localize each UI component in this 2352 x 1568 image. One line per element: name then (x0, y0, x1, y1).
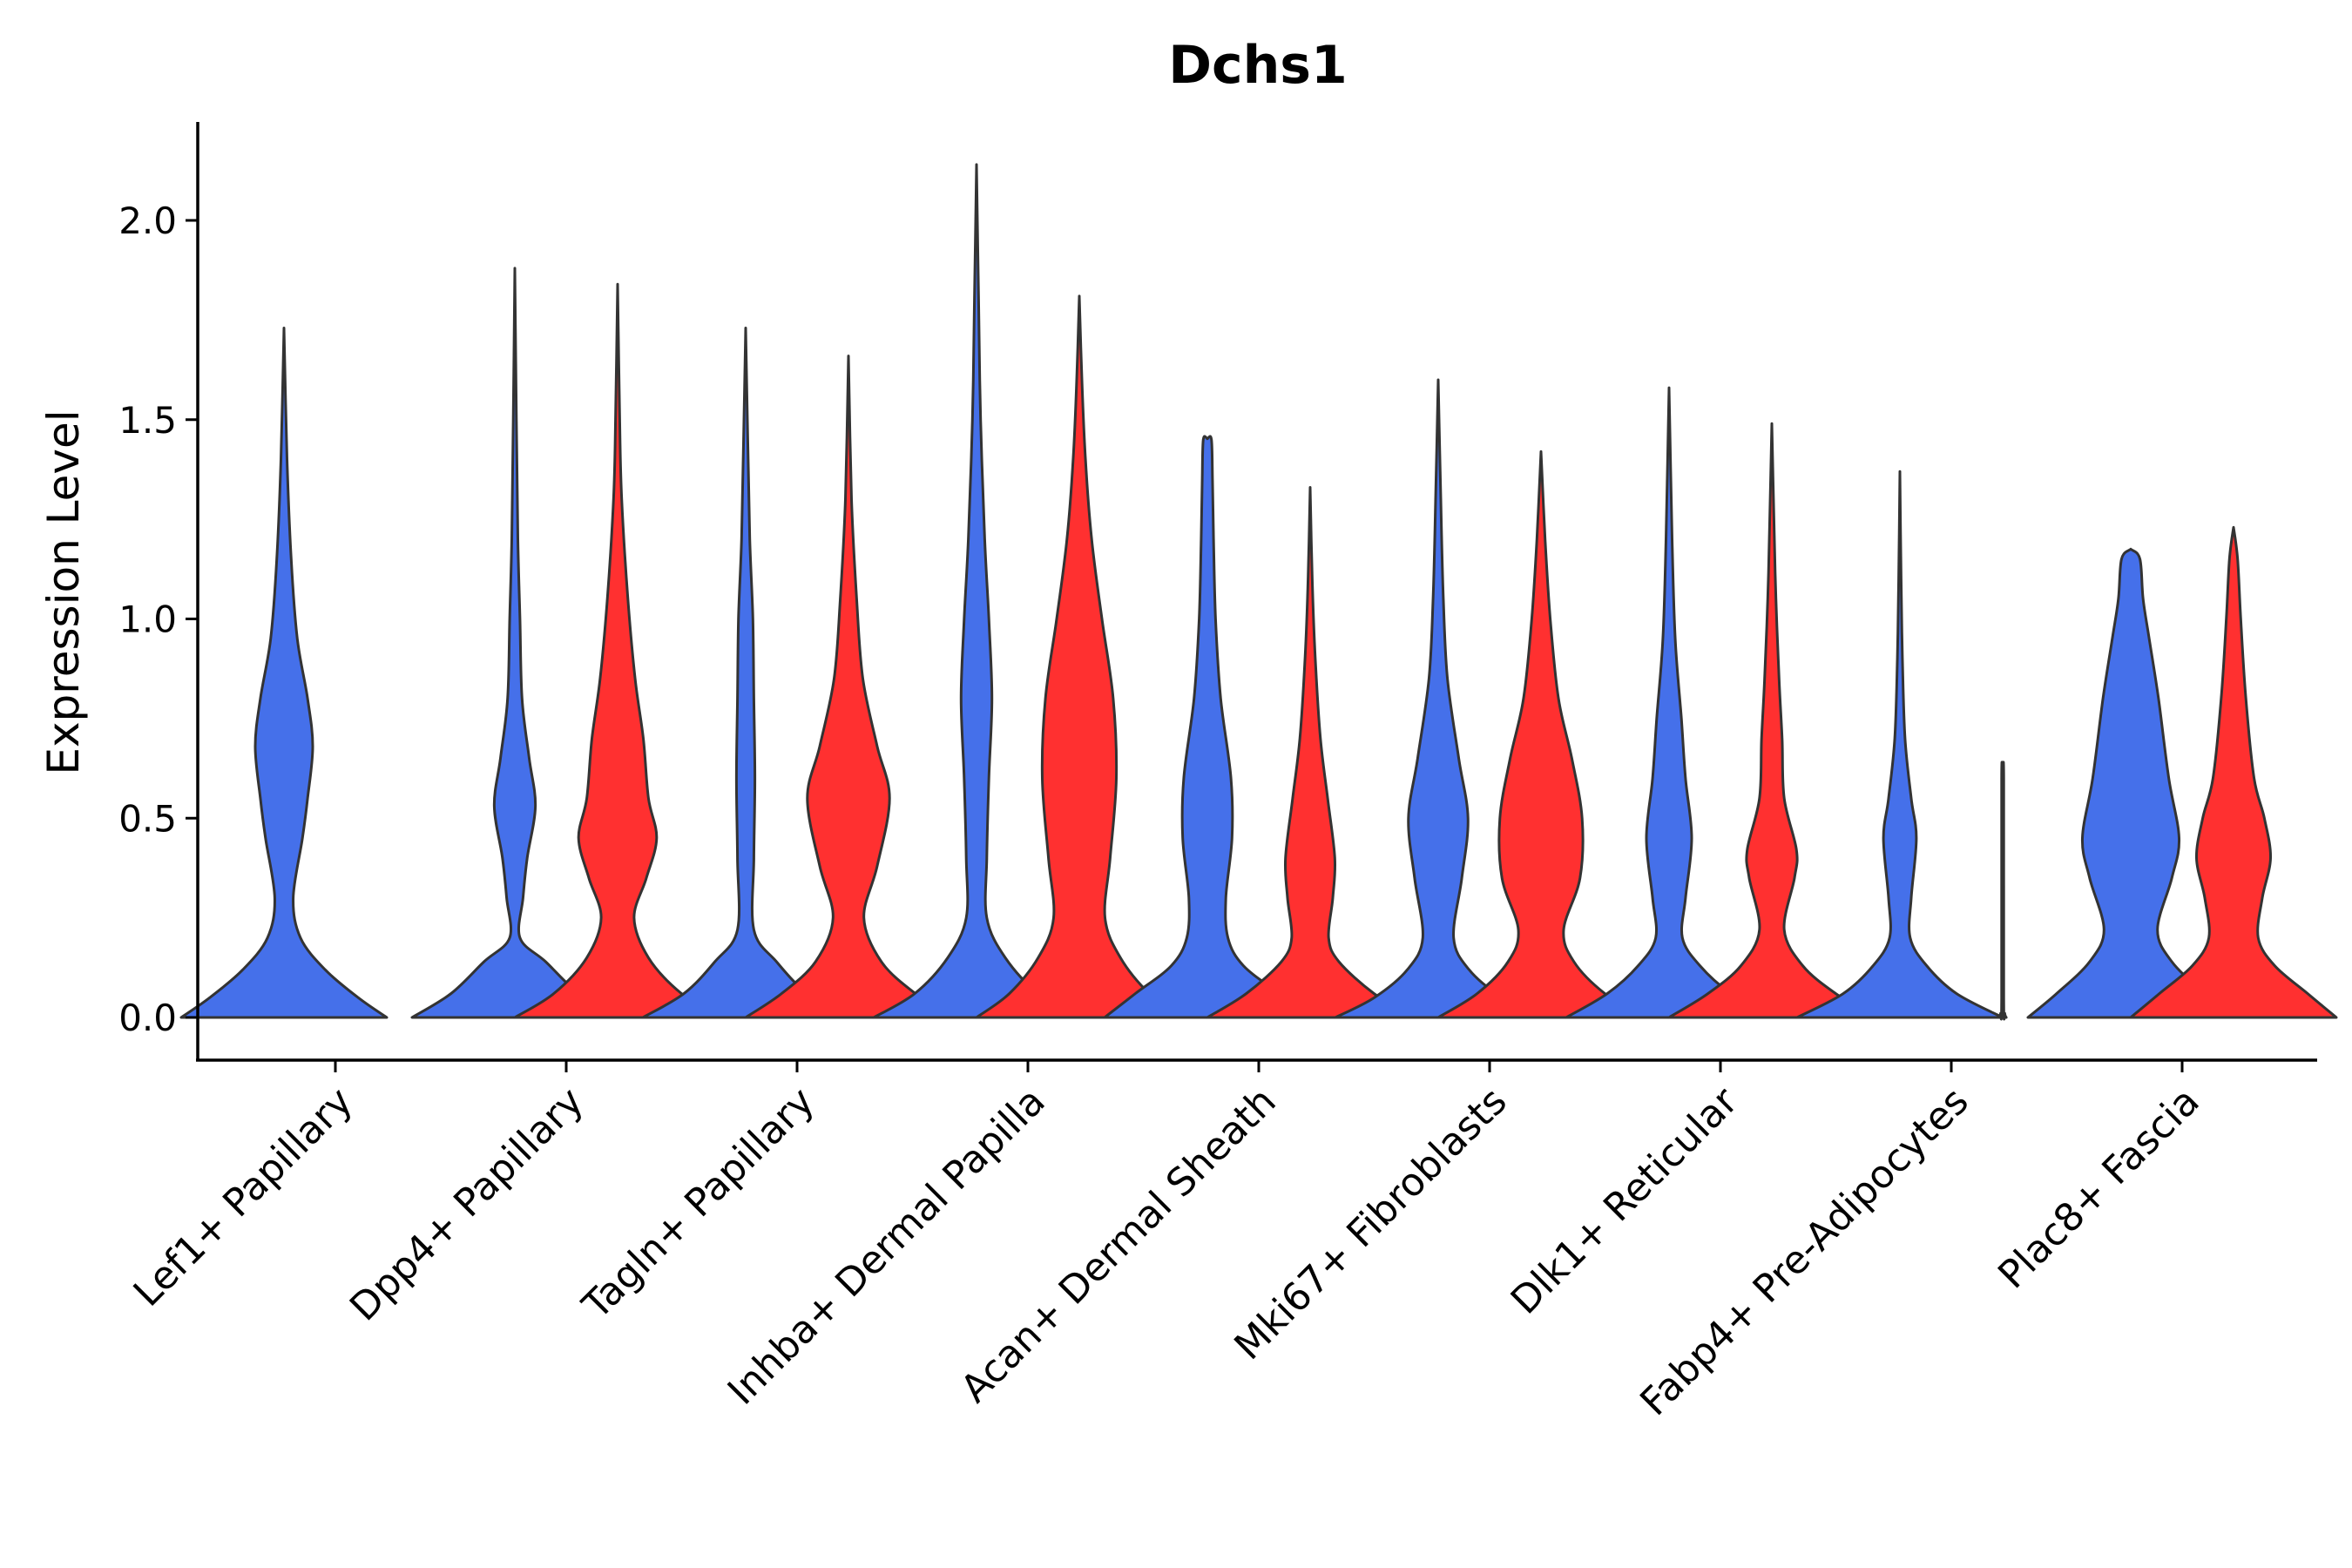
violin-mki67-fibroblasts-group-2 (1436, 449, 1646, 1019)
y-tick-label: 2.0 (118, 199, 177, 242)
violin-acan-dermal-sheath-group-1 (1103, 435, 1312, 1019)
x-tick-label: Plac8+ Fascia (1990, 1079, 2208, 1298)
x-tick-label: Dpp4+ Papillary (341, 1079, 592, 1330)
violin-plac8-fascia-group-1 (2026, 547, 2235, 1019)
y-tick-label: 1.5 (118, 399, 177, 442)
violin-dpp4-papillary-group-1 (410, 267, 619, 1019)
violin-plac8-fascia-group-2 (2129, 525, 2338, 1019)
violin-fabp4-pre-adipocytes-group-2 (1997, 760, 2008, 1021)
y-axis-label: Expression Level (38, 409, 89, 774)
y-ticks: 0.0 0.5 1.0 1.5 2.0 (118, 199, 198, 1039)
violin-dpp4-papillary-group-2 (513, 282, 722, 1019)
violin-dlk1-reticular-group-2 (1667, 422, 1876, 1019)
y-tick-label: 0.5 (118, 797, 177, 840)
violin-fabp4-pre-adipocytes-group-1 (1795, 470, 2004, 1019)
y-tick-label: 0.0 (118, 997, 177, 1039)
violin-inhba-dermal-papilla-group-2 (975, 294, 1184, 1019)
violin-tagln-papillary-group-2 (744, 355, 953, 1019)
violin-inhba-dermal-papilla-group-1 (872, 163, 1081, 1019)
violin-group (179, 163, 2338, 1021)
violin-dlk1-reticular-group-1 (1565, 386, 1774, 1019)
x-tick-label: Lef1+ Papillary (125, 1079, 362, 1315)
x-tick-label: Dlk1+ Reticular (1503, 1078, 1747, 1323)
violin-tagln-papillary-group-1 (641, 327, 850, 1019)
violin-mki67-fibroblasts-group-1 (1334, 378, 1543, 1019)
x-tick-label: Tagln+ Papillary (574, 1079, 823, 1328)
chart-title: Dchs1 (1168, 35, 1348, 96)
violin-lef1-papillary-group-1 (179, 327, 389, 1019)
y-tick-label: 1.0 (118, 598, 177, 641)
violin-acan-dermal-sheath-group-2 (1206, 486, 1415, 1019)
